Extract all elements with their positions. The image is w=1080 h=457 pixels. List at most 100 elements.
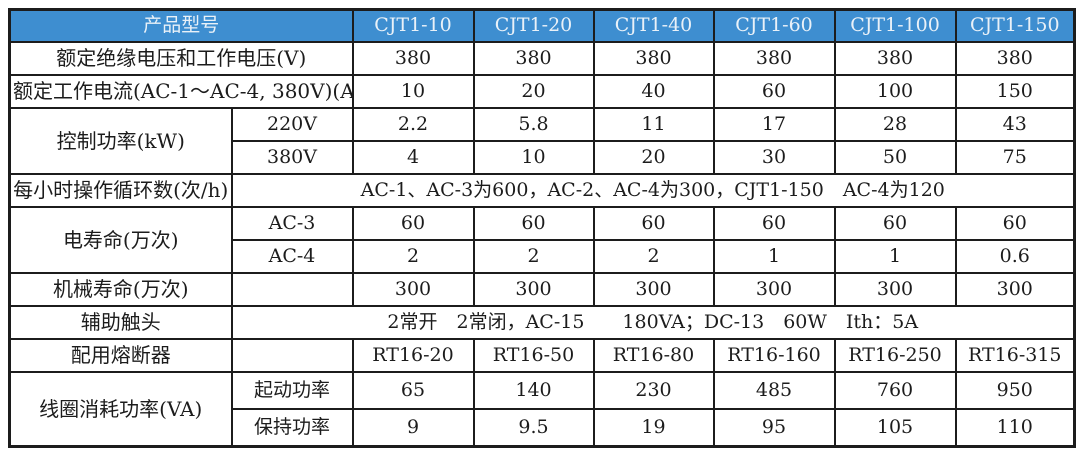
cell-value: 760 — [833, 371, 957, 410]
row-electrical-life-ac3: 电寿命(万次) AC-3 60 60 60 60 60 60 — [8, 206, 1076, 274]
row-coil-power-hold: 保持功率 9 9.5 19 95 105 110 — [10, 408, 1076, 448]
cell-value: 300 — [954, 272, 1076, 307]
cell-value: 2 — [592, 239, 715, 274]
cell-value: 1 — [833, 239, 957, 274]
row-rated-voltage: 额定绝缘电压和工作电压(V) 380 380 380 380 380 380 — [8, 41, 1076, 76]
cell-value: RT16-160 — [712, 338, 836, 373]
cell-value: 950 — [954, 371, 1076, 410]
cell-value: 60 — [954, 206, 1076, 241]
cell-value: 0.6 — [954, 239, 1076, 274]
cell-value: 150 — [954, 74, 1076, 109]
cell-value: 60 — [833, 206, 957, 241]
cell-value: 60 — [712, 206, 836, 241]
row-label: 线圈消耗功率(VA) — [8, 371, 233, 448]
cell-value: 5.8 — [472, 107, 595, 142]
cell-value: RT16-250 — [833, 338, 957, 373]
row-label: 机械寿命(万次) — [8, 272, 233, 307]
row-label: 电寿命(万次) — [8, 206, 233, 274]
row-operating-cycles: 每小时操作循环数(次/h) AC-1、AC-3为600，AC-2、AC-4为30… — [8, 173, 1076, 208]
row-label: 额定工作电流(AC-1～AC-4, 380V)(A) — [8, 74, 354, 109]
cell-value: 380 — [592, 41, 715, 76]
row-control-power-380v: 380V 4 10 20 30 50 75 — [10, 140, 1076, 175]
cell-value: 380 — [954, 41, 1076, 76]
cell-value: 300 — [592, 272, 715, 307]
sub-label: 220V — [230, 107, 354, 142]
header-product-model: 产品型号 — [8, 8, 354, 43]
cell-value: 230 — [592, 371, 715, 410]
cell-merged-value: AC-1、AC-3为600，AC-2、AC-4为300，CJT1-150 AC-… — [230, 173, 1076, 208]
row-fuse: 配用熔断器 RT16-20 RT16-50 RT16-80 RT16-160 R… — [8, 338, 1076, 373]
cell-value: 50 — [833, 140, 957, 175]
header-model-cjt1-40: CJT1-40 — [592, 8, 715, 43]
cell-value: 43 — [954, 107, 1076, 142]
row-label: 控制功率(kW) — [8, 107, 233, 175]
row-label: 辅助触头 — [8, 305, 233, 340]
cell-value: 380 — [472, 41, 595, 76]
cell-value: 75 — [954, 140, 1076, 175]
row-label: 每小时操作循环数(次/h) — [8, 173, 233, 208]
cell-value: 485 — [712, 371, 836, 410]
header-model-cjt1-10: CJT1-10 — [351, 8, 475, 43]
cell-value: 40 — [592, 74, 715, 109]
cell-value: 28 — [833, 107, 957, 142]
cell-value: 100 — [833, 74, 957, 109]
cell-value: 10 — [351, 74, 475, 109]
cell-value: RT16-80 — [592, 338, 715, 373]
cell-value: 110 — [954, 408, 1076, 448]
row-coil-power-start: 线圈消耗功率(VA) 起动功率 65 140 230 485 760 950 — [8, 371, 1076, 448]
cell-value: 65 — [351, 371, 475, 410]
cell-value: 60 — [592, 206, 715, 241]
cell-value: 380 — [833, 41, 957, 76]
cell-value: 20 — [472, 74, 595, 109]
header-row: 产品型号 CJT1-10 CJT1-20 CJT1-40 CJT1-60 CJT… — [8, 8, 1076, 43]
cell-value: 10 — [472, 140, 595, 175]
cell-value: 11 — [592, 107, 715, 142]
sub-label-empty — [230, 338, 354, 373]
header-model-cjt1-100: CJT1-100 — [833, 8, 957, 43]
cell-value: 140 — [472, 371, 595, 410]
row-label: 额定绝缘电压和工作电压(V) — [8, 41, 354, 76]
sub-label: AC-4 — [230, 239, 354, 274]
sub-label: 380V — [230, 140, 354, 175]
cell-value: 9.5 — [472, 408, 595, 448]
cell-value: RT16-315 — [954, 338, 1076, 373]
row-control-power-220v: 控制功率(kW) 220V 2.2 5.8 11 17 28 43 — [8, 107, 1076, 175]
cell-value: RT16-50 — [472, 338, 595, 373]
cell-value: 60 — [472, 206, 595, 241]
cell-value: 1 — [712, 239, 836, 274]
sub-label: 起动功率 — [230, 371, 354, 410]
cell-value: 300 — [712, 272, 836, 307]
cell-merged-value: 2常开 2常闭，AC-15 180VA；DC-13 60W Ith：5A — [230, 305, 1076, 340]
cell-value: 17 — [712, 107, 836, 142]
sub-label: AC-3 — [230, 206, 354, 241]
row-rated-current: 额定工作电流(AC-1～AC-4, 380V)(A) 10 20 40 60 1… — [8, 74, 1076, 109]
sub-label-empty — [230, 272, 354, 307]
cell-value: 9 — [351, 408, 475, 448]
cell-value: RT16-20 — [351, 338, 475, 373]
cell-value: 2 — [472, 239, 595, 274]
row-auxiliary-contacts: 辅助触头 2常开 2常闭，AC-15 180VA；DC-13 60W Ith：5… — [8, 305, 1076, 340]
cell-value: 19 — [592, 408, 715, 448]
cell-value: 60 — [712, 74, 836, 109]
header-model-cjt1-20: CJT1-20 — [472, 8, 595, 43]
row-electrical-life-ac4: AC-4 2 2 2 1 1 0.6 — [10, 239, 1076, 274]
sub-label: 保持功率 — [230, 408, 354, 448]
contactor-spec-table: 产品型号 CJT1-10 CJT1-20 CJT1-40 CJT1-60 CJT… — [8, 8, 1077, 448]
cell-value: 2 — [351, 239, 475, 274]
cell-value: 4 — [351, 140, 475, 175]
cell-value: 380 — [351, 41, 475, 76]
cell-value: 380 — [712, 41, 836, 76]
cell-value: 300 — [833, 272, 957, 307]
cell-value: 20 — [592, 140, 715, 175]
cell-value: 2.2 — [351, 107, 475, 142]
header-model-cjt1-150: CJT1-150 — [954, 8, 1076, 43]
cell-value: 60 — [351, 206, 475, 241]
row-mechanical-life: 机械寿命(万次) 300 300 300 300 300 300 — [8, 272, 1076, 307]
cell-value: 300 — [472, 272, 595, 307]
header-model-cjt1-60: CJT1-60 — [712, 8, 836, 43]
cell-value: 95 — [712, 408, 836, 448]
cell-value: 300 — [351, 272, 475, 307]
row-label: 配用熔断器 — [8, 338, 233, 373]
cell-value: 30 — [712, 140, 836, 175]
cell-value: 105 — [833, 408, 957, 448]
